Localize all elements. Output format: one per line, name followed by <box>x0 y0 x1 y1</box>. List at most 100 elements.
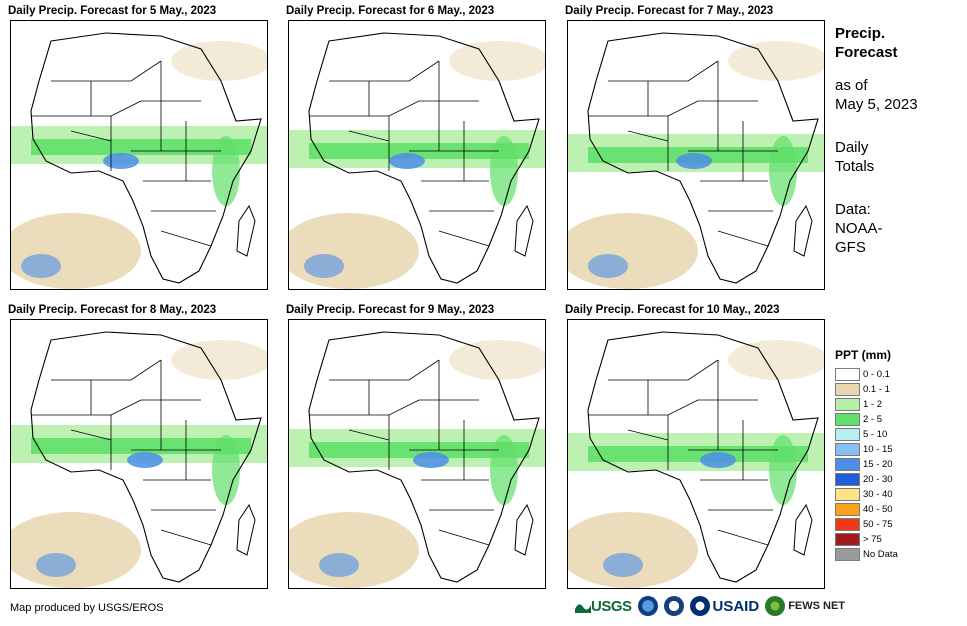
precip-legend: PPT (mm) 0 - 0.1 0.1 - 1 1 - 2 2 - 5 5 - 10 1… <box>835 348 960 562</box>
country-border <box>329 359 440 381</box>
forecast-map <box>10 20 268 290</box>
info-title-line1: Precip. <box>835 25 886 42</box>
rain-east <box>490 136 518 206</box>
data-source-line3: GFS <box>835 239 866 256</box>
legend-item: 1 - 2 <box>835 397 960 412</box>
legend-swatch <box>835 503 860 516</box>
country-border <box>329 60 440 82</box>
forecast-panel-may-6: Daily Precip. Forecast for 6 May., 2023 <box>286 4 546 290</box>
africa-map <box>289 331 545 588</box>
rain-heavy-cell <box>700 452 736 468</box>
legend-swatch <box>835 533 860 546</box>
legend-swatch <box>835 458 860 471</box>
forecast-panel-may-10: Daily Precip. Forecast for 10 May., 2023 <box>565 303 825 589</box>
legend-label: 40 - 50 <box>863 504 893 515</box>
legend-swatch <box>835 443 860 456</box>
africa-map <box>289 32 545 289</box>
rain-heavy-cell <box>103 153 139 169</box>
forecast-panel-may-5: Daily Precip. Forecast for 5 May., 2023 <box>8 4 268 290</box>
country-border <box>51 60 162 82</box>
rain-south-atlantic <box>21 254 61 278</box>
legend-label: 10 - 15 <box>863 444 893 455</box>
legend-label: 0 - 0.1 <box>863 369 890 380</box>
legend-label: 50 - 75 <box>863 519 893 530</box>
country-border <box>717 529 769 546</box>
africa-coastline <box>30 32 262 284</box>
dry-region <box>11 512 141 588</box>
dry-region <box>11 213 141 289</box>
dry-region <box>449 41 545 81</box>
map-credit: Map produced by USGS/EROS <box>10 602 164 614</box>
legend-label: 15 - 20 <box>863 459 893 470</box>
country-border <box>438 529 490 546</box>
dry-region <box>171 340 267 380</box>
fews-globe-icon <box>765 596 786 616</box>
panel-title: Daily Precip. Forecast for 10 May., 2023 <box>565 304 780 316</box>
legend-label: 30 - 40 <box>863 489 893 500</box>
data-source-line2: NOAA- <box>835 220 883 237</box>
dry-region <box>171 41 267 81</box>
dry-region <box>568 213 698 289</box>
africa-coastline <box>587 32 819 284</box>
country-border <box>588 100 699 117</box>
usgs-logo: USGS <box>575 598 632 615</box>
legend-swatch <box>835 368 860 381</box>
as-of-label: as of <box>835 77 868 94</box>
noaa-seal-icon <box>637 596 658 616</box>
country-border <box>348 429 390 441</box>
legend-swatch <box>835 428 860 441</box>
data-source-label: Data: <box>835 201 871 218</box>
country-border <box>348 130 390 142</box>
dos-seal-icon <box>663 596 684 616</box>
legend-label: 0.1 - 1 <box>863 384 890 395</box>
country-border <box>608 359 719 381</box>
legend-label: 20 - 30 <box>863 474 893 485</box>
madagascar-outline <box>236 204 256 257</box>
africa-coastline <box>30 331 262 583</box>
dry-region <box>728 340 824 380</box>
country-border <box>438 230 490 247</box>
forecast-map <box>288 319 546 589</box>
panel-title: Daily Precip. Forecast for 8 May., 2023 <box>8 304 217 316</box>
rain-east <box>769 136 797 206</box>
madagascar-outline <box>514 503 534 556</box>
africa-map <box>568 331 824 588</box>
rain-heavy-cell <box>127 452 163 468</box>
rain-east <box>490 435 518 505</box>
rain-heavy-cell <box>413 452 449 468</box>
country-border <box>160 230 212 247</box>
africa-coastline <box>587 331 819 583</box>
forecast-map <box>288 20 546 290</box>
legend-item: 15 - 20 <box>835 457 960 472</box>
panel-title: Daily Precip. Forecast for 6 May., 2023 <box>286 5 495 17</box>
usaid-logo: USAID <box>689 596 759 616</box>
usaid-seal-icon <box>689 596 710 616</box>
legend-label: > 75 <box>863 534 882 545</box>
panel-title: Daily Precip. Forecast for 5 May., 2023 <box>8 5 217 17</box>
rain-south-atlantic <box>36 553 76 577</box>
dry-region <box>568 512 698 588</box>
rain-heavy-cell <box>389 153 425 169</box>
forecast-map <box>10 319 268 589</box>
rain-east <box>769 435 797 505</box>
legend-swatch <box>835 548 860 561</box>
africa-map <box>11 32 267 289</box>
legend-swatch <box>835 383 860 396</box>
dry-region <box>289 213 419 289</box>
country-border <box>31 100 142 117</box>
totals-line1: Daily <box>835 139 869 156</box>
legend-item: 5 - 10 <box>835 427 960 442</box>
usgs-wave-icon <box>575 604 591 613</box>
legend-label: No Data <box>863 549 898 560</box>
legend-swatch <box>835 413 860 426</box>
legend-item: 50 - 75 <box>835 517 960 532</box>
rain-east <box>212 136 240 206</box>
country-border <box>627 130 669 142</box>
legend-item: 20 - 30 <box>835 472 960 487</box>
map-info: Precip. Forecast as of May 5, 2023 Daily… <box>835 24 960 257</box>
forecast-map <box>567 20 825 290</box>
legend-item: No Data <box>835 547 960 562</box>
as-of-date: May 5, 2023 <box>835 96 918 113</box>
legend-item: 30 - 40 <box>835 487 960 502</box>
legend-item: 0.1 - 1 <box>835 382 960 397</box>
